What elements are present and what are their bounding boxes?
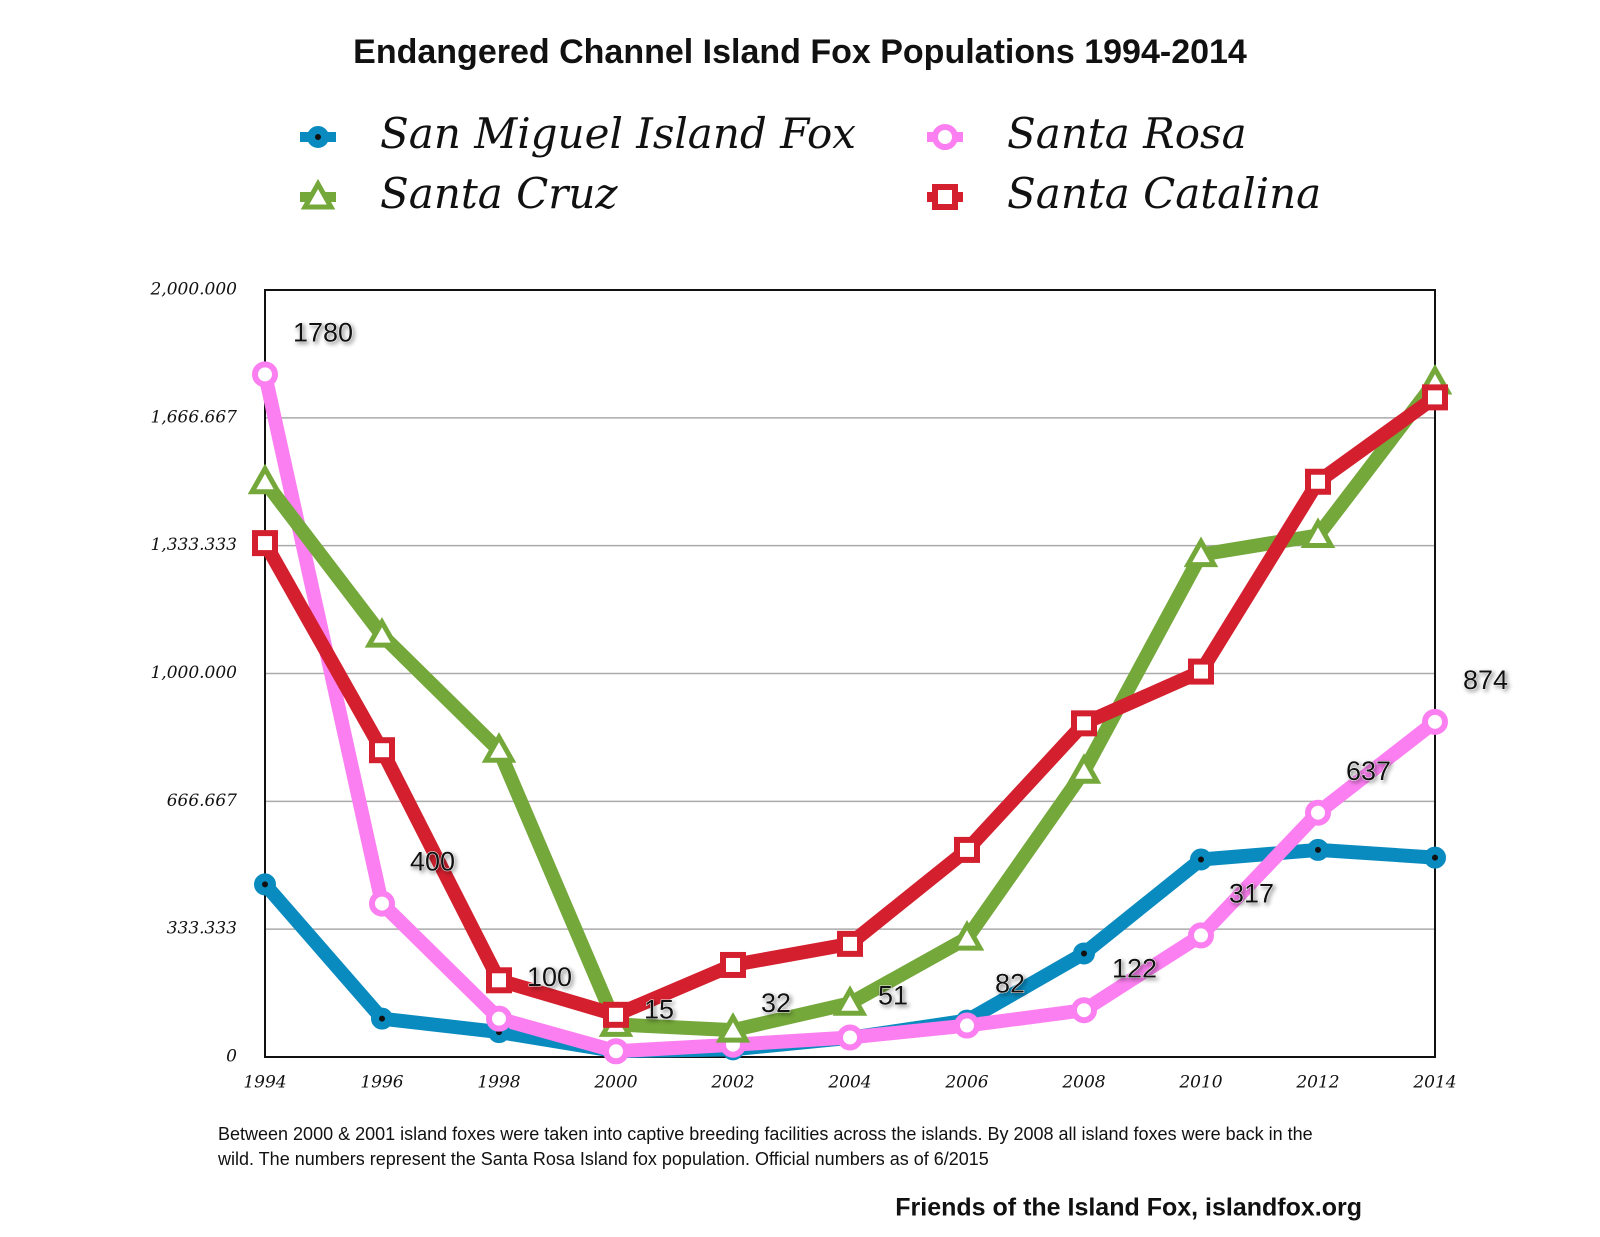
chart-title: Endangered Channel Island Fox Population… — [353, 33, 1247, 71]
data-point — [832, 985, 868, 1016]
x-tick-label: 2000 — [593, 1073, 637, 1093]
y-tick-label: 1,333.333 — [150, 535, 237, 555]
x-tick-label: 2002 — [710, 1073, 754, 1093]
legend-label: San Miguel Island Fox — [380, 109, 856, 158]
data-point — [1188, 658, 1214, 685]
data-label: 32 — [761, 988, 791, 1018]
data-point — [1190, 848, 1212, 871]
data-point — [837, 930, 863, 957]
legend-marker — [300, 178, 336, 210]
data-point — [1071, 997, 1097, 1024]
data-point — [1305, 799, 1331, 826]
data-label: 15 — [644, 994, 674, 1024]
x-tick-label: 2006 — [944, 1073, 988, 1093]
x-tick-label: 1998 — [477, 1073, 520, 1093]
x-tick-label: 1996 — [360, 1073, 403, 1093]
data-label: 874 — [1463, 665, 1508, 695]
data-label: 100 — [527, 962, 572, 992]
data-point — [369, 737, 395, 764]
data-label: 1780 — [293, 317, 353, 347]
data-point — [949, 920, 985, 951]
legend-label: Santa Cruz — [380, 169, 618, 218]
x-tick-label: 1994 — [243, 1073, 286, 1093]
x-tick-label: 2004 — [827, 1073, 871, 1093]
legend-marker — [307, 126, 329, 148]
data-point — [1307, 838, 1329, 861]
data-point — [1422, 384, 1448, 411]
plot-frame — [264, 289, 1436, 1058]
data-point — [486, 967, 512, 994]
data-point — [1183, 536, 1219, 568]
data-point — [837, 1024, 863, 1051]
data-point — [371, 1007, 393, 1030]
data-point — [720, 951, 746, 978]
data-point — [954, 836, 980, 863]
x-tick-label: 2014 — [1412, 1073, 1456, 1093]
data-label: 637 — [1346, 756, 1391, 786]
data-point — [1424, 846, 1446, 869]
x-tick-label: 2010 — [1178, 1073, 1222, 1093]
data-point — [1066, 753, 1102, 784]
legend-marker — [932, 184, 958, 210]
data-point — [252, 361, 278, 388]
data-label: 122 — [1112, 953, 1157, 983]
data-point — [252, 530, 278, 557]
data-point — [1071, 710, 1097, 737]
data-label: 400 — [410, 847, 455, 877]
legend-label: Santa Rosa — [1007, 109, 1247, 158]
source: Friends of the Island Fox, islandfox.org — [895, 1194, 1362, 1222]
data-point — [603, 1001, 629, 1028]
y-tick-label: 666.667 — [167, 791, 237, 811]
data-point — [247, 463, 283, 495]
data-label: 51 — [878, 981, 908, 1011]
data-label: 82 — [995, 969, 1025, 999]
legend-label: Santa Catalina — [1007, 169, 1321, 218]
x-tick-label: 2012 — [1295, 1073, 1339, 1093]
data-point — [364, 617, 400, 648]
data-point — [603, 1038, 629, 1065]
data-point — [369, 890, 395, 917]
series-line — [258, 391, 1440, 1022]
data-point — [1422, 708, 1448, 735]
data-point — [1305, 468, 1331, 495]
data-point — [486, 1005, 512, 1032]
legend-marker — [932, 124, 958, 150]
data-point — [954, 1012, 980, 1039]
y-tick-label: 0 — [226, 1047, 237, 1067]
y-tick-label: 333.333 — [167, 919, 237, 939]
data-label: 317 — [1229, 879, 1274, 909]
data-point — [481, 732, 517, 763]
data-point — [1073, 942, 1095, 965]
data-point — [1188, 922, 1214, 949]
data-point — [715, 1012, 751, 1043]
footnote: Between 2000 & 2001 island foxes were ta… — [218, 1124, 1313, 1144]
y-tick-label: 1,000.000 — [150, 663, 237, 683]
y-tick-label: 2,000.000 — [149, 280, 237, 300]
data-point — [1300, 517, 1336, 548]
x-tick-label: 2008 — [1061, 1073, 1105, 1093]
y-tick-label: 1,666.667 — [150, 407, 237, 427]
footnote: wild. The numbers represent the Santa Ro… — [217, 1149, 989, 1169]
data-point — [254, 873, 276, 896]
